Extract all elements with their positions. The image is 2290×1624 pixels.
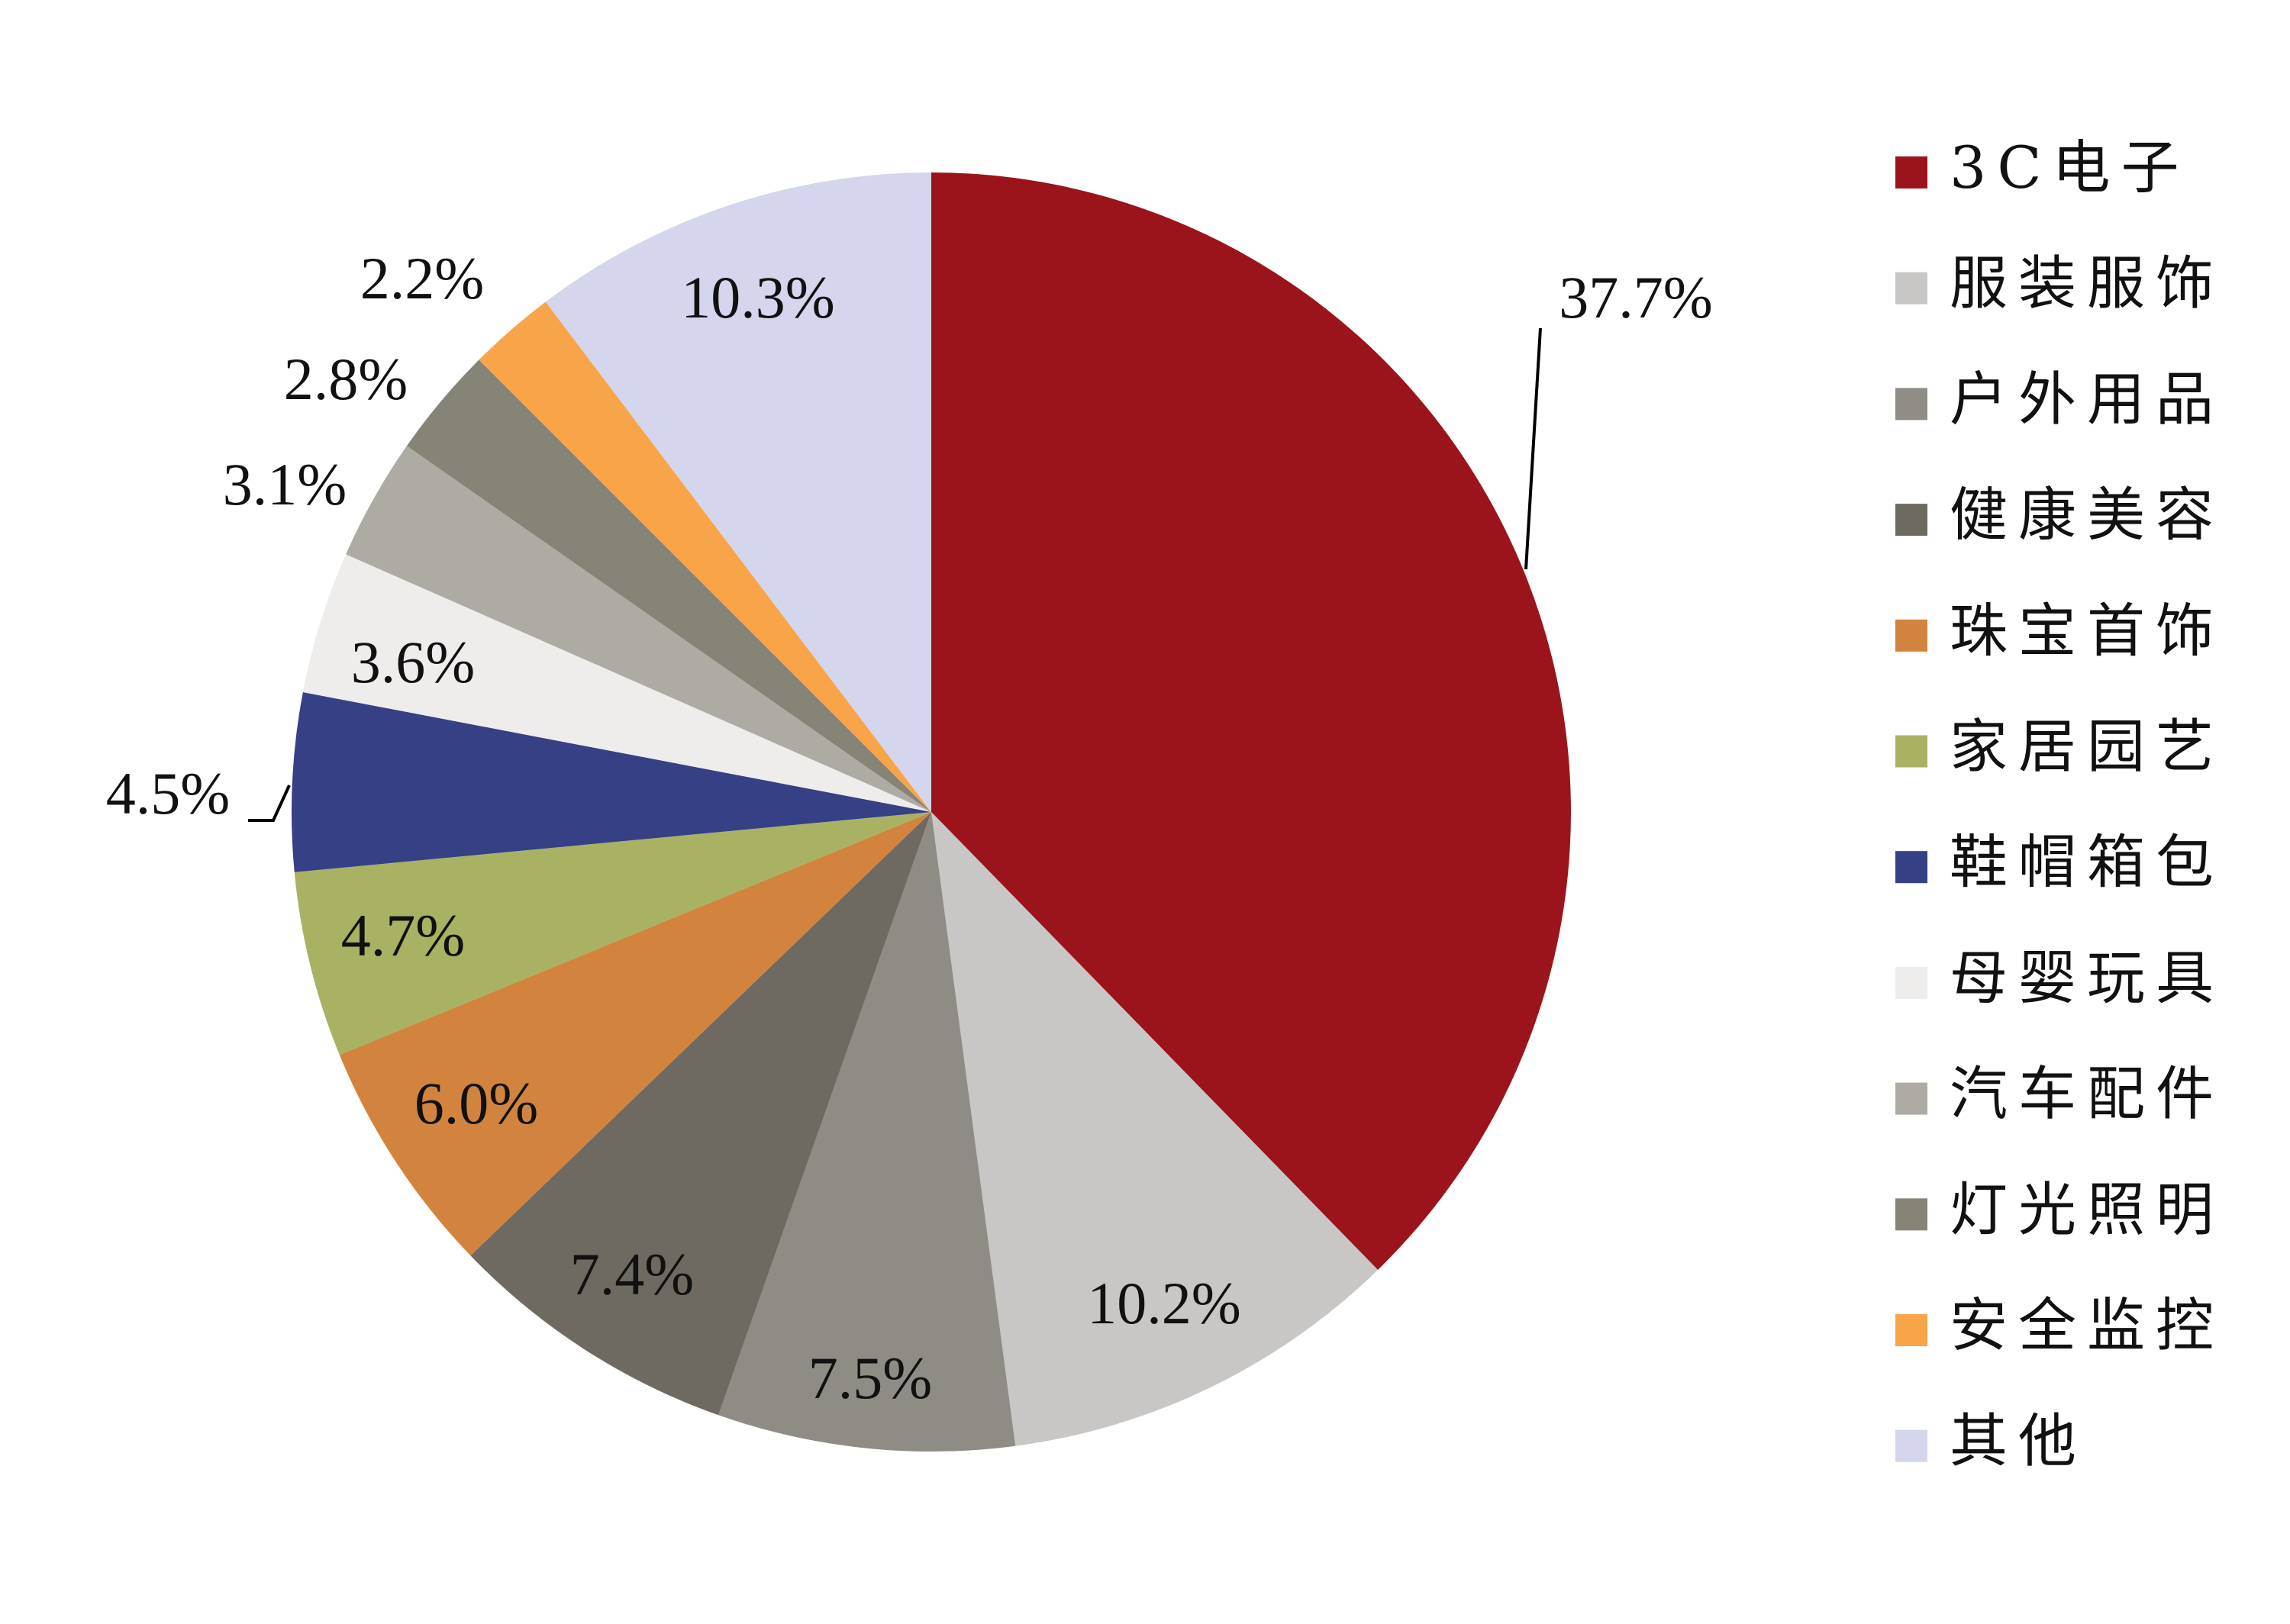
leader-line-0 <box>1524 327 1542 570</box>
data-label-11: 10.3% <box>681 264 834 330</box>
legend-label-0: 3C电子 <box>1950 134 2190 201</box>
legend-label-6: 鞋帽箱包 <box>1950 828 2224 896</box>
legend-swatch-3 <box>1895 504 1927 536</box>
pie-slice-1 <box>931 812 1379 1446</box>
legend-swatch-0 <box>1895 156 1927 188</box>
legend-label-11: 其他 <box>1950 1407 2087 1475</box>
pie-slice-6 <box>292 691 931 872</box>
data-label-4: 6.0% <box>414 1070 538 1136</box>
legend-label-7: 母婴玩具 <box>1950 944 2224 1012</box>
legend-label-8: 汽车配件 <box>1950 1060 2224 1128</box>
legend-swatch-10 <box>1895 1314 1927 1346</box>
legend-swatch-6 <box>1895 851 1927 884</box>
legend-swatch-5 <box>1895 735 1927 768</box>
pie-slice-0 <box>931 172 1571 1270</box>
pie-slice-11 <box>545 172 931 812</box>
pie-slice-9 <box>406 359 931 812</box>
data-label-6: 4.5% <box>106 760 230 826</box>
legend-label-10: 安全监控 <box>1950 1291 2224 1359</box>
pie-slice-3 <box>470 812 931 1416</box>
legend-swatch-2 <box>1895 388 1927 420</box>
legend-swatch-7 <box>1895 966 1927 999</box>
legend-label-4: 珠宝首饰 <box>1950 597 2224 665</box>
pie-slice-7 <box>302 554 932 812</box>
legend-swatch-11 <box>1895 1429 1927 1462</box>
legend-label-2: 户外用品 <box>1950 365 2224 433</box>
data-label-10: 2.2% <box>360 245 484 311</box>
legend-label-5: 家居园艺 <box>1950 713 2224 781</box>
legend-swatch-1 <box>1895 272 1927 304</box>
legend-swatch-9 <box>1895 1198 1927 1231</box>
legend-label-1: 服装服饰 <box>1950 250 2224 317</box>
leader-line-6 <box>248 785 291 822</box>
pie-slice-2 <box>718 812 1016 1452</box>
data-label-5: 4.7% <box>341 902 465 968</box>
legend-swatch-4 <box>1895 619 1927 652</box>
data-label-0: 37.7% <box>1559 264 1712 330</box>
legend-swatch-8 <box>1895 1082 1927 1115</box>
pie-slice-4 <box>339 812 932 1256</box>
pie-slice-10 <box>479 301 931 813</box>
data-label-3: 7.4% <box>570 1241 694 1307</box>
pie-slice-5 <box>294 812 931 1055</box>
data-label-7: 3.6% <box>351 629 475 695</box>
legend-label-9: 灯光照明 <box>1950 1175 2224 1243</box>
pie-slice-8 <box>346 446 931 812</box>
data-label-1: 10.2% <box>1087 1270 1240 1336</box>
data-label-8: 3.1% <box>223 451 347 517</box>
data-label-2: 7.5% <box>808 1345 932 1411</box>
data-label-9: 2.8% <box>284 346 408 412</box>
legend-label-3: 健康美容 <box>1950 481 2224 549</box>
